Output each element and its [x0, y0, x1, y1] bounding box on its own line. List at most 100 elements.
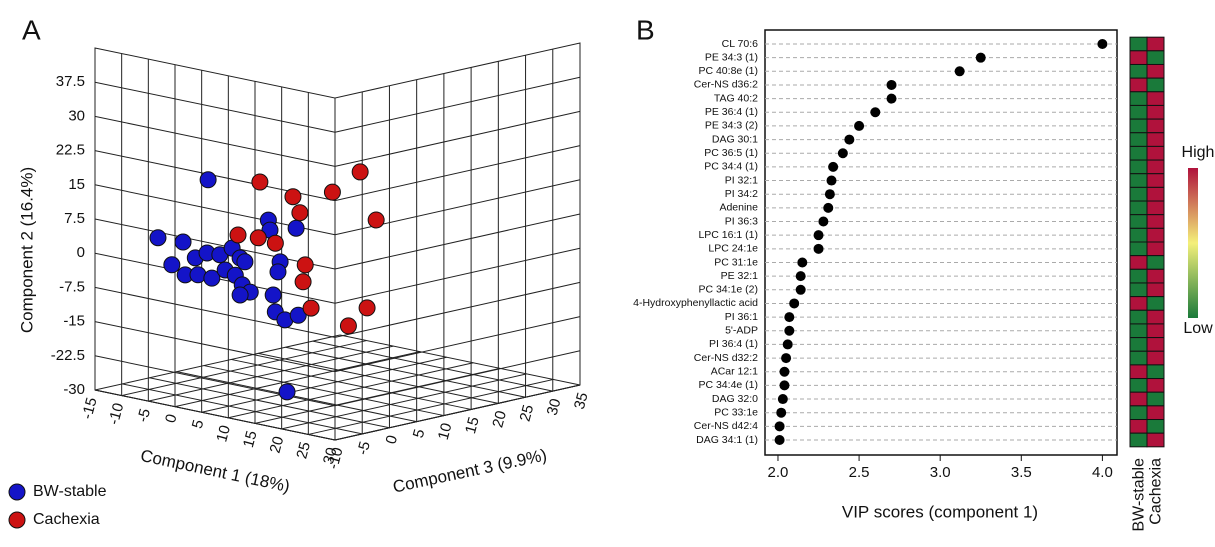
heatmap-cell — [1146, 200, 1165, 216]
category-label: Cer-NS d36:2 — [694, 79, 758, 91]
dot — [823, 202, 834, 213]
heatmap-cell — [1146, 91, 1165, 106]
heatmap-cell — [1129, 132, 1148, 147]
floor-grid-line — [258, 352, 499, 404]
z-tick-label: 25 — [517, 403, 538, 424]
dot — [774, 435, 785, 445]
heatmap-cell — [1146, 132, 1165, 147]
heatmap-cell — [1129, 186, 1148, 202]
dot — [870, 107, 881, 118]
heatmap-cell — [1146, 36, 1165, 52]
point — [284, 188, 302, 206]
dot — [844, 134, 855, 145]
heatmap-cell — [1146, 419, 1165, 434]
heatmap-cell — [1129, 364, 1148, 380]
dot — [784, 325, 795, 336]
heatmap-cell — [1146, 282, 1165, 298]
dot — [776, 407, 787, 418]
point — [236, 253, 254, 271]
point — [264, 286, 282, 304]
dot — [795, 271, 806, 282]
plot-frame — [764, 29, 1118, 456]
x-tick-label: 2.0 — [768, 464, 789, 481]
heatmap-cell — [1129, 255, 1148, 270]
category-label: PI 34:2 — [725, 188, 758, 200]
point — [189, 266, 207, 284]
y-tick-label: 15 — [68, 176, 85, 193]
dot — [954, 66, 965, 77]
y-tick-label: 0 — [77, 244, 85, 261]
heatmap-cell — [1129, 378, 1148, 393]
y-axis-title: Component 2 (16.4%) — [17, 167, 36, 333]
x-tick-label: -5 — [134, 407, 154, 424]
heatmap-cell — [1146, 186, 1165, 202]
wall-grid-line — [334, 213, 581, 270]
x-axis-title: VIP scores (component 1) — [842, 502, 1038, 521]
point — [231, 286, 249, 304]
z-tick-label: 35 — [571, 391, 592, 412]
floor-grid-line — [339, 334, 581, 386]
heatmap-cell — [1129, 405, 1148, 421]
heatmap-cell — [1146, 145, 1165, 161]
z-tick-label: -10 — [325, 446, 347, 471]
category-label: LPC 16:1 (1) — [698, 229, 758, 241]
point — [291, 204, 309, 222]
heatmap-cell — [1146, 173, 1165, 188]
x-tick-label: -15 — [79, 396, 101, 421]
floor-grid-line — [231, 358, 472, 410]
legend-label: Cachexia — [33, 511, 100, 528]
category-label: 4-Hydroxyphenyllactic acid — [633, 297, 758, 309]
heatmap-cell — [1129, 91, 1148, 106]
point — [287, 219, 305, 237]
dot — [886, 93, 897, 104]
point — [199, 171, 217, 189]
x-tick-label: -10 — [105, 401, 127, 426]
point — [289, 306, 307, 324]
x-tick-label: 2.5 — [849, 464, 870, 481]
heatmap-cell — [1146, 227, 1165, 243]
heatmap-cell — [1129, 227, 1148, 243]
point — [174, 233, 192, 251]
category-label: Cer-NS d32:2 — [694, 352, 758, 364]
dot — [781, 353, 792, 364]
point — [149, 229, 167, 247]
category-label: PC 34:1e (2) — [698, 284, 758, 296]
y-tick-label: 37.5 — [56, 73, 85, 90]
wall-grid-line — [334, 281, 581, 338]
wall-grid-line — [94, 389, 336, 441]
dot — [1097, 39, 1108, 49]
dot — [782, 339, 793, 350]
point — [203, 269, 221, 287]
category-label: PC 31:1e — [714, 256, 758, 268]
point — [229, 226, 247, 244]
floor-grid-line — [308, 378, 554, 435]
dot — [975, 52, 986, 63]
wall-grid-line — [334, 316, 581, 373]
point — [302, 299, 320, 317]
point — [358, 299, 376, 317]
x-tick-label: 3.0 — [930, 464, 951, 481]
heatmap-cell — [1129, 104, 1148, 120]
floor-grid-line — [121, 340, 367, 397]
x-tick-label: 3.5 — [1011, 464, 1032, 481]
legend-marker — [8, 483, 26, 501]
heatmap-cell — [1146, 63, 1165, 79]
wall-grid-line — [334, 110, 581, 167]
z-tick-label: 10 — [435, 421, 456, 442]
floor-grid-line — [285, 346, 526, 398]
z-axis-title: Component 3 (9.9%) — [391, 445, 548, 496]
category-label: PC 40:8e (1) — [698, 65, 758, 77]
floor-grid-line — [148, 345, 394, 402]
floor-grid-line — [176, 371, 417, 423]
wall-grid-line — [334, 145, 581, 202]
x-tick-label: 25 — [293, 440, 314, 461]
column-label: Cachexia — [1148, 458, 1165, 525]
category-label: Adenine — [719, 202, 758, 214]
z-tick-label: 0 — [383, 433, 402, 445]
heatmap-cell — [1146, 350, 1165, 366]
dot — [813, 243, 824, 254]
y-tick-label: 22.5 — [56, 142, 85, 159]
heatmap-cell — [1129, 118, 1148, 134]
category-label: CL 70:6 — [722, 38, 759, 50]
legend-marker — [8, 511, 26, 529]
